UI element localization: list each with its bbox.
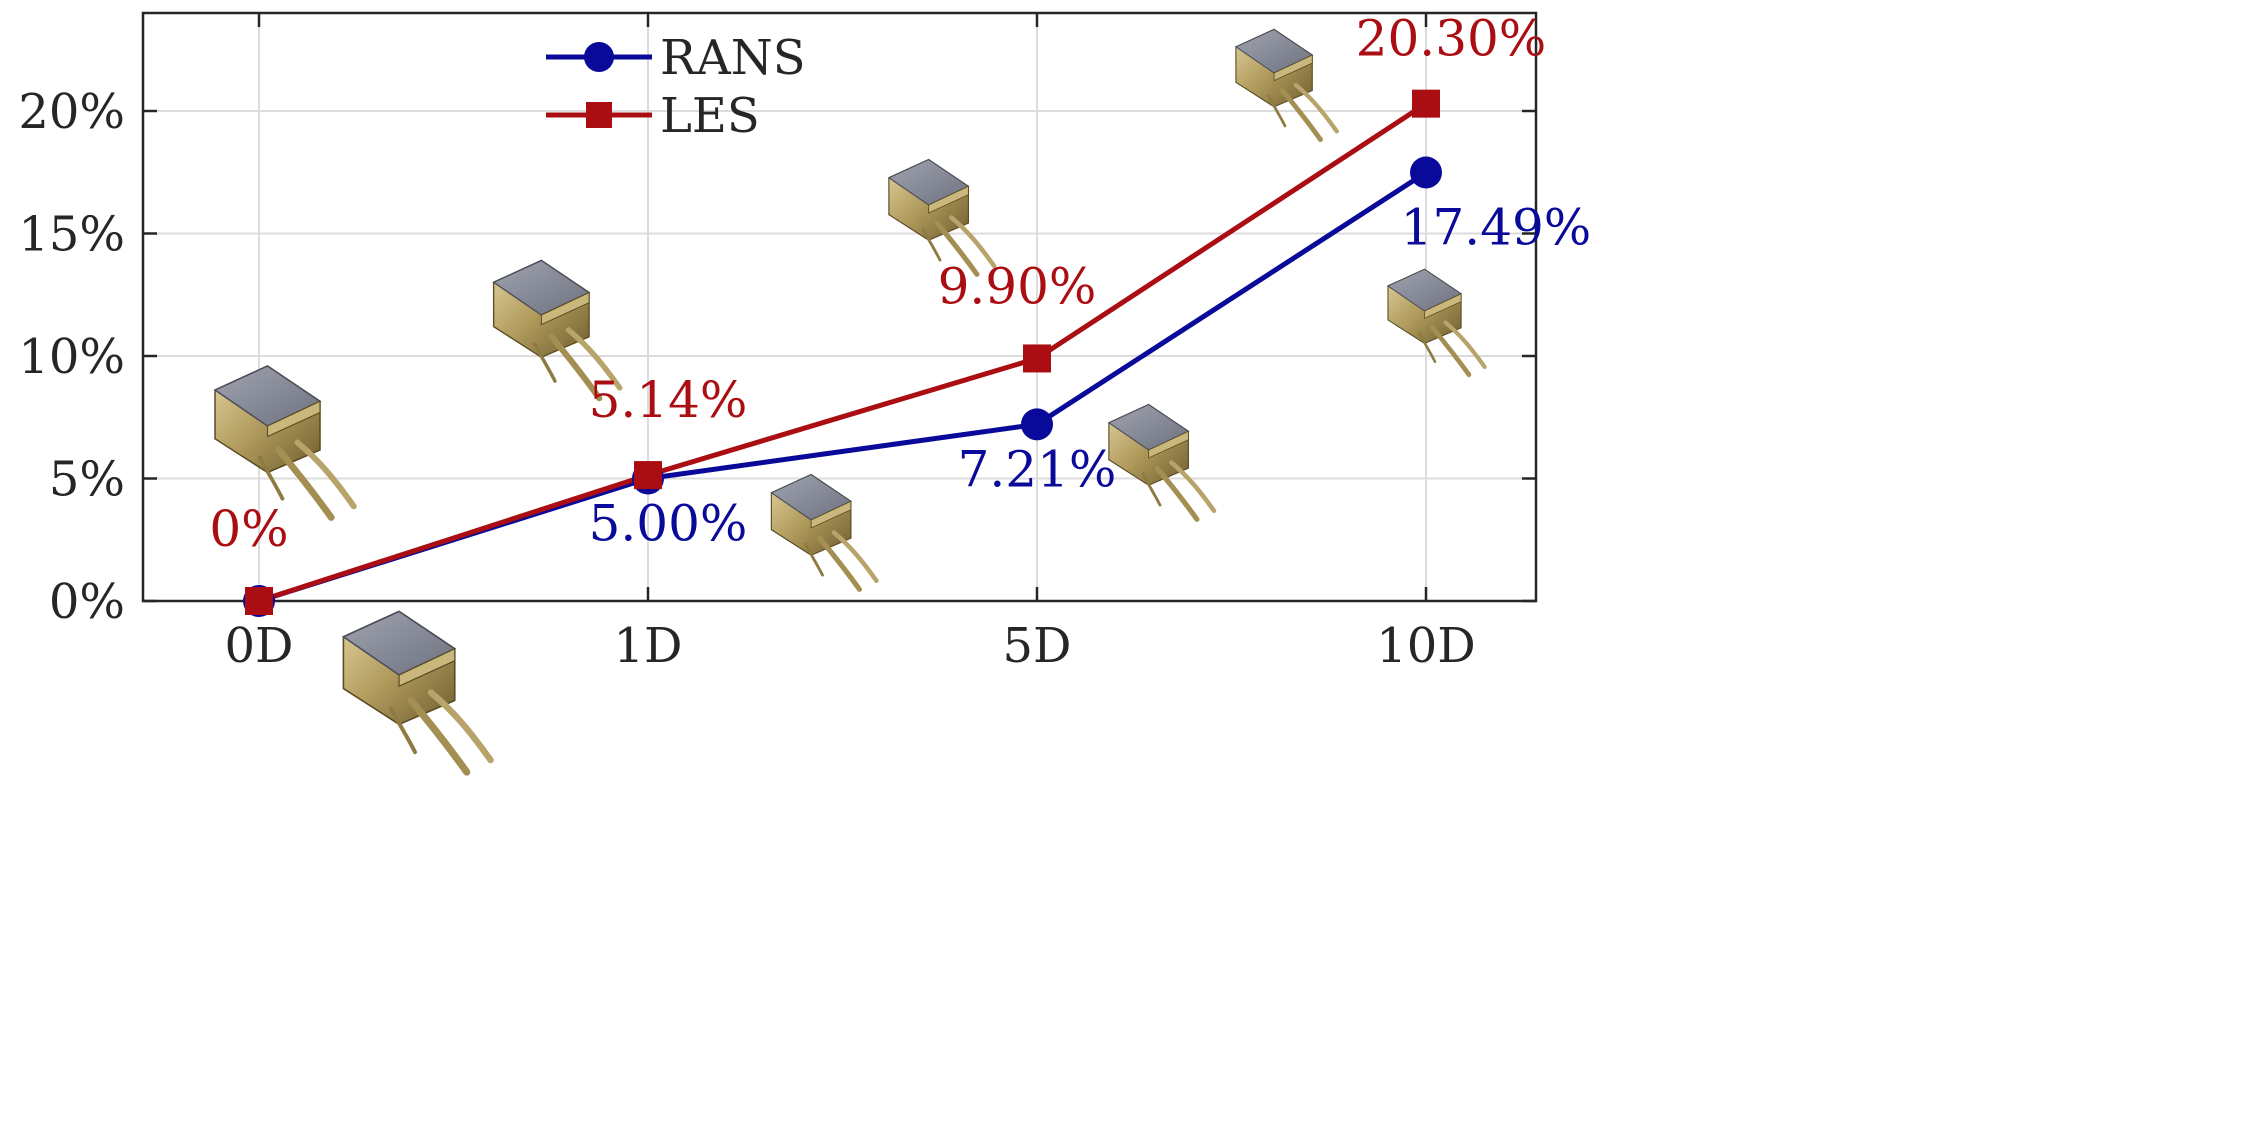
series-layer [243, 89, 1442, 617]
data-label-les-10d: 20.30% [1356, 10, 1547, 68]
series-line-les [258, 101, 1428, 604]
legend-marker-rans [584, 42, 614, 72]
data-label-les-0d: 0% [209, 500, 288, 558]
wake-icon-0d-les [343, 611, 490, 772]
data-labels: 5.00% 7.21% 17.49% 0% 5.14% 9.90% 20.30% [209, 10, 1591, 558]
y-tick-label: 0% [49, 574, 125, 630]
legend-label-rans: RANS [660, 30, 806, 86]
y-tick-label: 15% [18, 207, 125, 263]
data-label-rans-10d: 17.49% [1401, 198, 1592, 256]
data-label-les-1d: 5.14% [589, 371, 748, 429]
data-label-les-5d: 9.90% [938, 257, 1097, 315]
y-tick-label: 20% [18, 84, 125, 140]
x-tick-label: 10D [1376, 618, 1476, 674]
point-les-1d [634, 461, 662, 490]
x-tick-label: 0D [224, 618, 293, 674]
point-rans-10d [1410, 156, 1442, 189]
y-tick-label: 10% [18, 329, 125, 385]
data-label-rans-5d: 7.21% [958, 440, 1117, 498]
point-rans-5d [1021, 408, 1053, 441]
point-les-5d [1023, 344, 1051, 373]
x-tick-label: 5D [1002, 618, 1071, 674]
y-tick-label: 5% [49, 452, 125, 508]
x-tick-label: 1D [613, 618, 682, 674]
point-les-0d [245, 587, 273, 615]
axis-tick-labels: 0% 5% 10% 15% 20% 0D 1D 5D 10D [18, 84, 1475, 674]
data-label-rans-1d: 5.00% [589, 495, 748, 553]
plot-frame [141, 11, 1538, 603]
legend-marker-les [586, 102, 612, 128]
point-les-10d [1412, 89, 1440, 118]
legend-label-les: LES [660, 88, 760, 144]
